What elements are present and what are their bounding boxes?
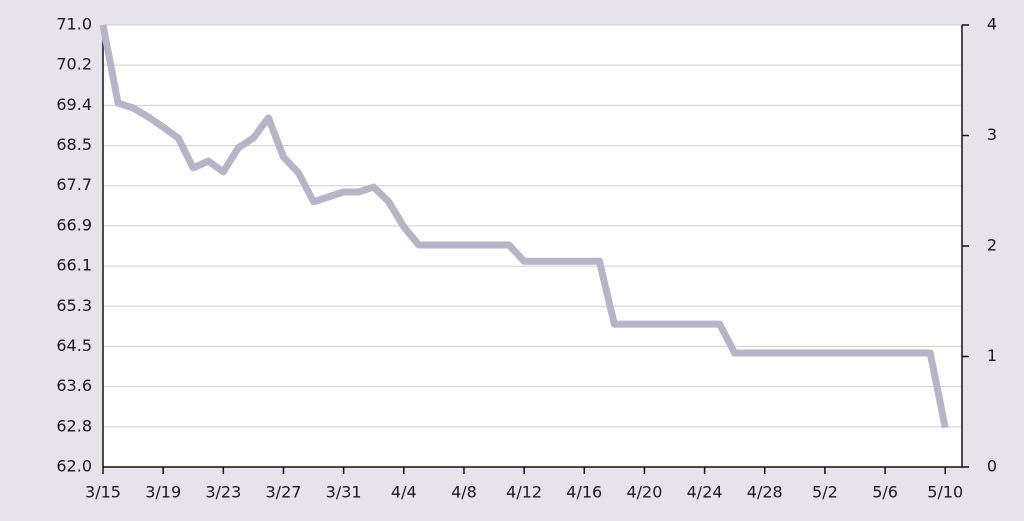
- plot-area: [103, 25, 962, 467]
- x-tick-label: 5/10: [927, 483, 963, 502]
- y-tick-label: 62.0: [56, 457, 92, 476]
- y-tick-label: 66.9: [56, 215, 92, 234]
- y-tick-label: 62.8: [56, 416, 92, 435]
- x-tick-label: 4/24: [687, 483, 723, 502]
- x-tick-label: 3/27: [266, 483, 302, 502]
- y-tick-label: 66.1: [56, 256, 92, 275]
- y2-tick-label: 0: [987, 457, 997, 476]
- y2-tick-label: 2: [987, 236, 997, 255]
- y2-tick-label: 3: [987, 125, 997, 144]
- x-tick-label: 4/20: [626, 483, 662, 502]
- x-tick-label: 4/16: [566, 483, 602, 502]
- x-tick-label: 3/19: [145, 483, 181, 502]
- y-tick-label: 64.5: [56, 336, 92, 355]
- x-tick-label: 3/31: [326, 483, 362, 502]
- x-tick-label: 5/2: [812, 483, 838, 502]
- x-tick-label: 4/8: [451, 483, 477, 502]
- x-tick-label: 3/23: [205, 483, 241, 502]
- y-tick-label: 70.2: [56, 55, 92, 74]
- x-tick-label: 3/15: [85, 483, 121, 502]
- x-tick-label: 4/4: [391, 483, 417, 502]
- y-tick-label: 67.7: [56, 175, 92, 194]
- y-tick-label: 69.4: [56, 95, 92, 114]
- x-tick-label: 4/12: [506, 483, 542, 502]
- line: [99, 24, 949, 429]
- y-tick-label: 71.0: [56, 15, 92, 34]
- x-tick-label: 4/28: [747, 483, 783, 502]
- y-tick-label: 65.3: [56, 296, 92, 315]
- y-tick-label: 68.5: [56, 135, 92, 154]
- y2-tick-label: 4: [987, 15, 997, 34]
- x-tick-label: 5/6: [872, 483, 898, 502]
- y-tick-label: 63.6: [56, 376, 92, 395]
- y2-tick-label: 1: [987, 346, 997, 365]
